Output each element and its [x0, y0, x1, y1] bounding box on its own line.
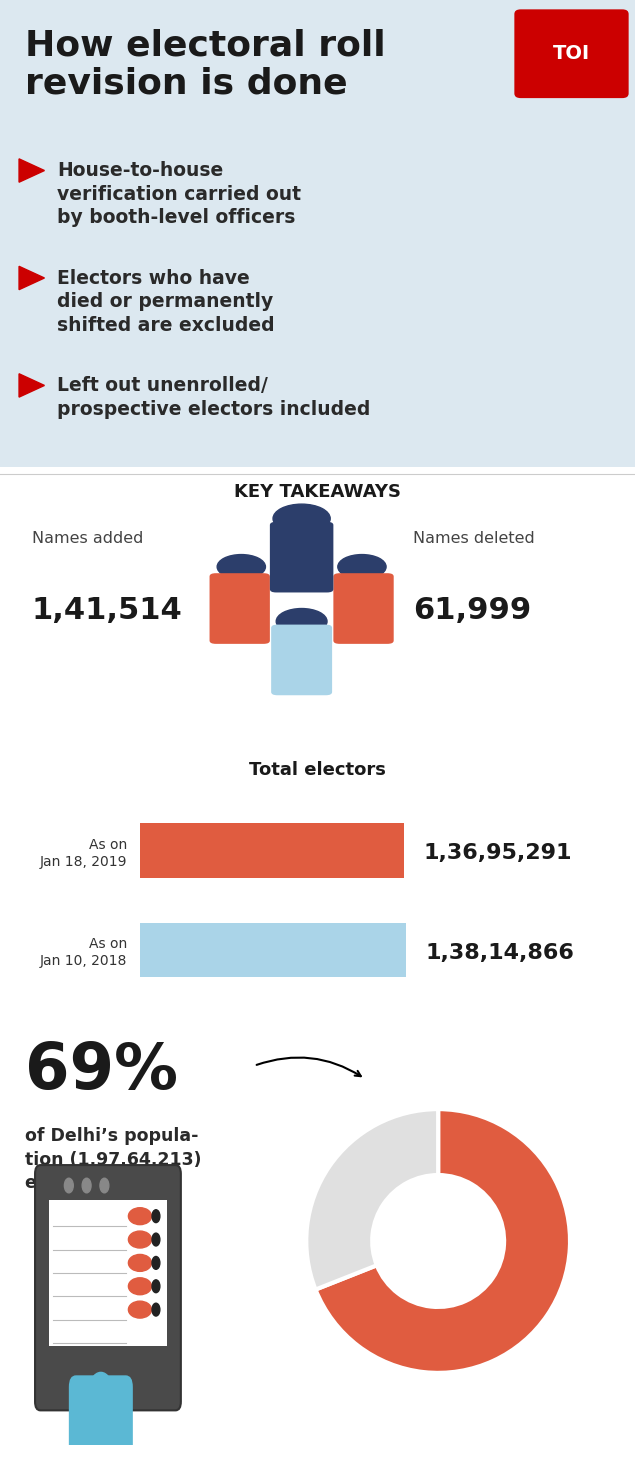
Ellipse shape: [128, 1278, 152, 1295]
Text: As on
Jan 10, 2018: As on Jan 10, 2018: [39, 937, 127, 968]
Text: of Delhi’s popula-
tion (1,97,64,213)
eligible to vote: of Delhi’s popula- tion (1,97,64,213) el…: [25, 1127, 202, 1193]
FancyBboxPatch shape: [270, 521, 333, 593]
FancyBboxPatch shape: [271, 625, 332, 695]
Circle shape: [88, 1372, 113, 1413]
Text: TOI: TOI: [553, 44, 590, 63]
Ellipse shape: [128, 1301, 152, 1318]
Wedge shape: [306, 1110, 438, 1289]
Text: Left out unenrolled/
prospective electors included: Left out unenrolled/ prospective elector…: [57, 377, 371, 419]
Text: 1,36,95,291: 1,36,95,291: [423, 844, 572, 863]
FancyBboxPatch shape: [140, 923, 406, 977]
Text: 1,38,14,866: 1,38,14,866: [425, 943, 574, 962]
Polygon shape: [19, 374, 44, 397]
Circle shape: [152, 1234, 160, 1245]
Circle shape: [338, 555, 386, 580]
Text: KEY TAKEAWAYS: KEY TAKEAWAYS: [234, 483, 401, 501]
Circle shape: [152, 1257, 160, 1269]
FancyBboxPatch shape: [0, 0, 635, 467]
Polygon shape: [19, 266, 44, 289]
Polygon shape: [19, 159, 44, 182]
Circle shape: [276, 609, 327, 634]
Text: Total electors: Total electors: [249, 762, 386, 780]
FancyBboxPatch shape: [35, 1165, 181, 1410]
Ellipse shape: [128, 1254, 152, 1272]
Text: House-to-house
verification carried out
by booth-level officers: House-to-house verification carried out …: [57, 161, 301, 228]
Text: Names added: Names added: [32, 531, 143, 546]
Text: How electoral roll
revision is done: How electoral roll revision is done: [25, 28, 386, 101]
FancyBboxPatch shape: [50, 1200, 166, 1346]
Wedge shape: [316, 1110, 570, 1372]
Text: 69%: 69%: [25, 1040, 178, 1101]
Circle shape: [100, 1178, 109, 1193]
FancyBboxPatch shape: [69, 1375, 133, 1457]
Circle shape: [152, 1210, 160, 1222]
Ellipse shape: [128, 1207, 152, 1225]
FancyBboxPatch shape: [333, 574, 394, 644]
Text: Names deleted: Names deleted: [413, 531, 535, 546]
FancyBboxPatch shape: [140, 823, 404, 877]
Circle shape: [152, 1304, 160, 1315]
FancyBboxPatch shape: [514, 9, 629, 98]
FancyBboxPatch shape: [210, 574, 270, 644]
Ellipse shape: [128, 1231, 152, 1248]
Circle shape: [152, 1280, 160, 1292]
Text: As on
Jan 18, 2019: As on Jan 18, 2019: [39, 838, 127, 869]
Circle shape: [82, 1178, 91, 1193]
Text: 1,41,514: 1,41,514: [32, 596, 182, 625]
Text: Electors who have
died or permanently
shifted are excluded: Electors who have died or permanently sh…: [57, 269, 275, 334]
Text: 61,999: 61,999: [413, 596, 531, 625]
Circle shape: [217, 555, 265, 580]
Circle shape: [273, 504, 330, 533]
Circle shape: [64, 1178, 73, 1193]
